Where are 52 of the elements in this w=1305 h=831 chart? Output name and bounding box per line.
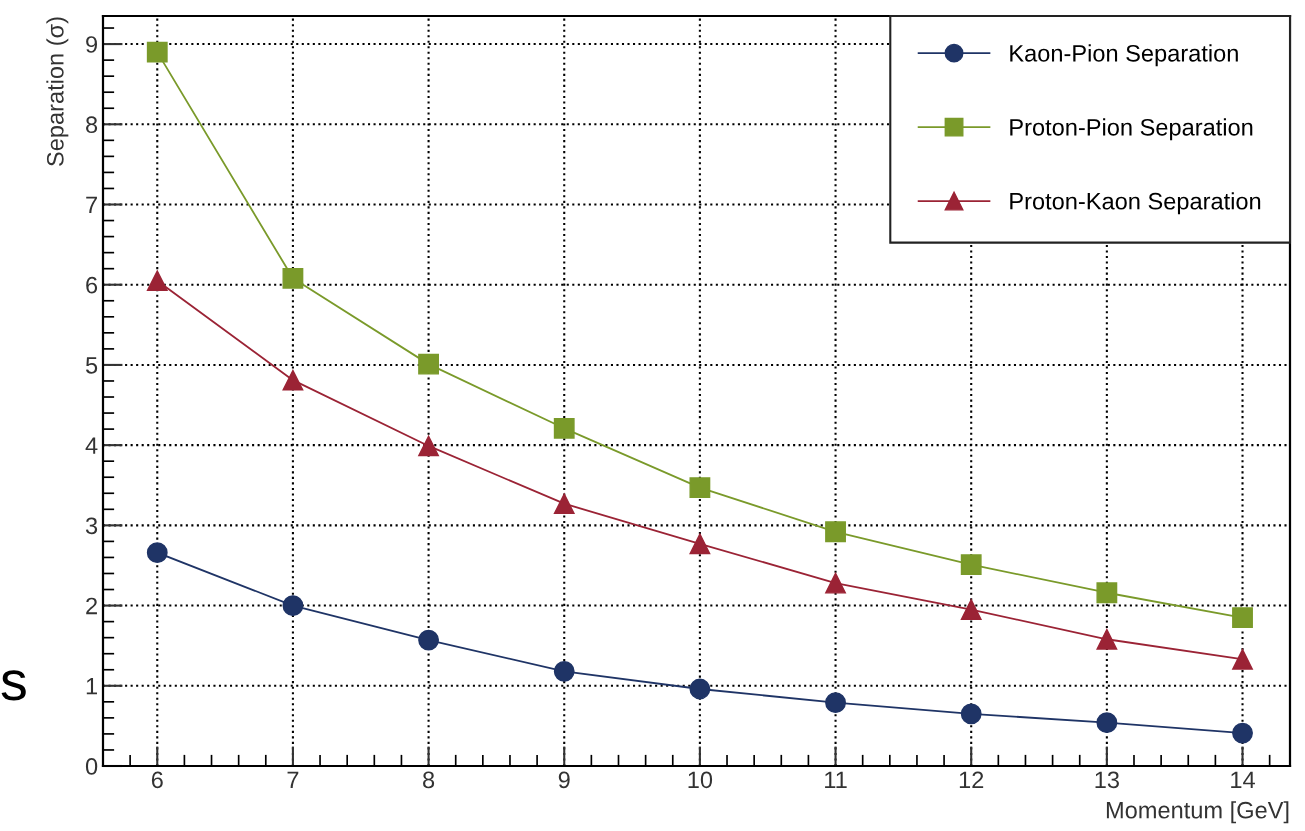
point: [825, 521, 846, 543]
y-tick-label: 0: [85, 758, 98, 775]
point: [418, 435, 439, 457]
point: [553, 417, 575, 439]
y-tick-label: 3: [85, 517, 98, 535]
point: [553, 660, 575, 682]
point: [282, 595, 304, 616]
x-tick-label: 12: [959, 771, 984, 788]
point: [1232, 648, 1253, 670]
text: s: [1, 670, 26, 701]
point: [689, 678, 711, 700]
point: [282, 369, 304, 391]
point: [1232, 607, 1253, 629]
point: [146, 41, 168, 63]
y-tick-label: 4: [85, 437, 98, 454]
x-tick-label: 13: [1095, 771, 1119, 789]
y-tick-label: 5: [85, 357, 98, 374]
point: [825, 572, 846, 594]
point: [418, 629, 439, 651]
legend-label: Proton-Kaon Separation: [1010, 192, 1261, 215]
x-tick-label: 6: [151, 771, 163, 789]
point: [825, 692, 846, 714]
x-tick-label: 14: [1231, 771, 1255, 788]
point: [1232, 722, 1253, 744]
point: [1096, 582, 1118, 604]
y-tick-label: 2: [86, 597, 97, 615]
y-tick-label: 8: [86, 116, 98, 134]
point: [960, 703, 982, 725]
point: [960, 599, 982, 621]
point: [689, 477, 711, 499]
x-tick-label: 8: [423, 771, 435, 789]
y-tick-label: 9: [86, 36, 98, 53]
point: [146, 542, 168, 564]
x-tick-label: 7: [287, 771, 299, 788]
x-tick-label: 11: [825, 771, 847, 788]
point: [689, 533, 711, 555]
x-axis-title: Momentum [GeV]: [1106, 801, 1289, 824]
point: [553, 493, 575, 515]
point: [146, 270, 168, 292]
point: [418, 353, 439, 375]
point: [1096, 628, 1118, 650]
x-tick-label: 9: [558, 771, 570, 789]
y-tick-label: 1: [86, 678, 97, 695]
point: [282, 267, 304, 289]
y-tick-label: 7: [86, 196, 97, 214]
legend-label: Kaon-Pion Separation: [1010, 44, 1238, 67]
y-axis-title: Separation (σ): [46, 17, 69, 166]
x-tick-label: 10: [688, 771, 713, 789]
point: [1096, 712, 1118, 734]
legend-label: Proton-Pion Separation: [1010, 118, 1253, 141]
y-tick-label: 6: [86, 276, 98, 294]
point: [960, 554, 982, 576]
